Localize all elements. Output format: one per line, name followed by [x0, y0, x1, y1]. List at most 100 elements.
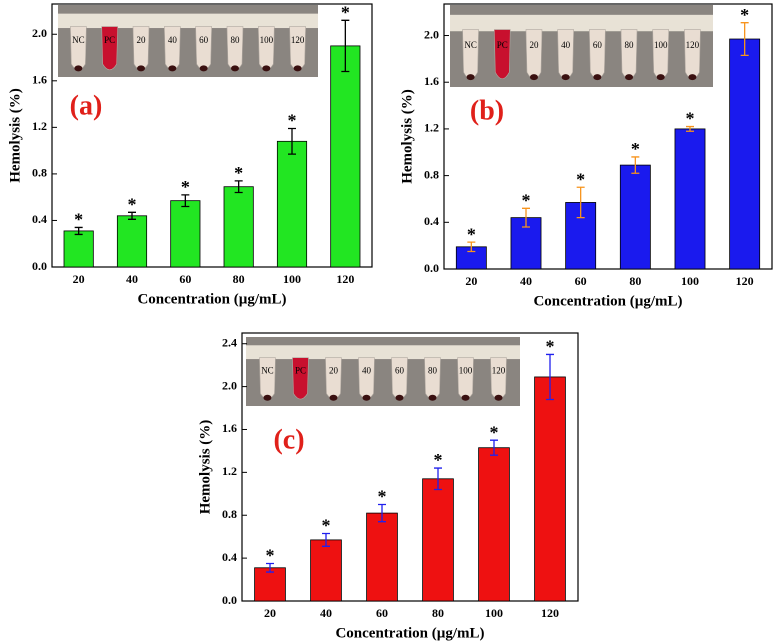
error-bar [434, 467, 442, 491]
pellet [262, 65, 271, 72]
x-tick-label: 20 [73, 272, 85, 286]
tube-rack [246, 345, 520, 360]
x-tick-label: 100 [485, 606, 503, 620]
x-tick-label: 40 [320, 606, 332, 620]
tube-label: NC [72, 35, 85, 45]
tube [490, 357, 507, 400]
tube-label: PC [104, 35, 115, 45]
tube-label: 20 [137, 35, 147, 45]
plot-frame [51, 3, 373, 268]
significance-marker: * [740, 5, 749, 25]
x-tick-label: 120 [336, 272, 354, 286]
x-tick-label: 120 [541, 606, 559, 620]
y-tick-label: 0.8 [32, 166, 47, 180]
error-bar [522, 207, 530, 228]
error-bar [128, 211, 136, 220]
y-axis-title: Hemolysis (%) [197, 420, 213, 515]
plot-frame [443, 3, 773, 270]
tube [424, 357, 441, 400]
bar [422, 478, 454, 602]
significance-marker: * [490, 422, 499, 442]
tube-label: 20 [329, 366, 339, 376]
pellet [461, 394, 470, 401]
significance-marker: * [686, 109, 695, 129]
bar [310, 539, 342, 602]
x-tick-label: 80 [432, 606, 444, 620]
x-tick-label: 20 [465, 274, 477, 288]
x-tick-label: 60 [376, 606, 388, 620]
bar [116, 215, 148, 268]
tube [652, 29, 670, 80]
error-bar [740, 22, 749, 57]
bar [276, 140, 308, 268]
pellet [74, 65, 83, 72]
error-bar [490, 439, 498, 456]
tube [620, 29, 638, 80]
x-tick-label: 20 [264, 606, 276, 620]
x-tick-label: 100 [681, 274, 699, 288]
pellet [137, 65, 146, 72]
tube [292, 357, 309, 400]
panel-label: (b) [470, 95, 504, 126]
error-bar [234, 180, 243, 194]
pellet [329, 394, 338, 401]
y-tick-label: 1.6 [222, 421, 237, 435]
bar [366, 512, 398, 602]
y-axis-title: Hemolysis (%) [399, 89, 415, 184]
tube-rack [450, 14, 713, 32]
error-bar [288, 127, 296, 155]
error-bar [74, 226, 83, 236]
significance-marker: * [341, 2, 350, 22]
tube-rack [58, 13, 318, 29]
tube-label: 60 [199, 35, 209, 45]
error-bar [266, 562, 274, 573]
x-axis-title: Concentration (µg/mL) [137, 291, 286, 307]
y-tick-label: 1.2 [32, 119, 47, 133]
panel-label: (c) [273, 424, 304, 455]
x-tick-label: 60 [575, 274, 587, 288]
tube [525, 29, 543, 80]
tube [589, 29, 606, 80]
y-tick-label: 0.4 [32, 212, 47, 226]
tube [358, 357, 375, 400]
tube-label: 100 [654, 40, 668, 50]
x-tick-label: 80 [233, 272, 245, 286]
pellet [494, 394, 503, 401]
bar [254, 567, 286, 602]
significance-marker: * [434, 450, 443, 470]
x-tick-label: 120 [736, 274, 754, 288]
pellet [263, 394, 272, 401]
pellet [395, 394, 404, 401]
y-tick-label: 1.6 [32, 73, 47, 87]
tube-label: 120 [492, 366, 506, 376]
tube [164, 26, 181, 71]
tube [325, 357, 342, 400]
tube [101, 26, 118, 71]
tube-label: 100 [459, 366, 473, 376]
y-tick-label: 0.4 [424, 214, 439, 228]
error-bar [467, 241, 476, 253]
significance-marker: * [576, 169, 585, 189]
significance-marker: * [266, 546, 275, 566]
pellet [428, 394, 437, 401]
tube-label: 100 [260, 35, 274, 45]
pellet [656, 74, 665, 81]
significance-marker: * [467, 224, 476, 244]
significance-marker: * [128, 194, 137, 214]
significance-marker: * [631, 139, 640, 159]
y-tick-label: 1.2 [222, 464, 237, 478]
x-tick-label: 100 [283, 272, 301, 286]
tube [684, 29, 701, 80]
pellet [688, 74, 697, 81]
error-bar [181, 194, 190, 208]
error-bar [576, 186, 585, 219]
significance-marker: * [522, 190, 531, 210]
tube [493, 29, 511, 80]
pellet [593, 74, 602, 81]
tube [289, 26, 306, 71]
y-tick-label: 0.4 [222, 550, 237, 564]
y-tick-label: 0.0 [222, 593, 237, 607]
error-bar [322, 532, 330, 547]
tube-label: 80 [428, 366, 438, 376]
